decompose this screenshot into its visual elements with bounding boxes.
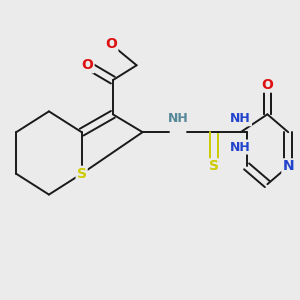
Text: N: N: [282, 159, 294, 173]
Text: S: S: [209, 159, 219, 173]
Text: NH: NH: [230, 112, 251, 125]
Text: O: O: [262, 78, 273, 92]
Text: NH: NH: [168, 112, 189, 125]
Text: S: S: [76, 167, 87, 181]
Text: NH: NH: [230, 140, 251, 154]
Text: O: O: [105, 38, 117, 52]
Text: O: O: [82, 58, 94, 72]
